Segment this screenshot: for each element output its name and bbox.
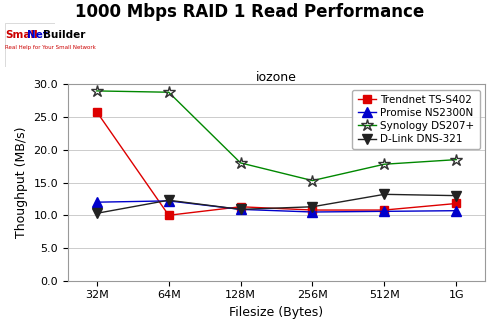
Synology DS207+: [166, 90, 172, 94]
D-Link DNS-321: [453, 194, 459, 198]
Promise NS2300N: [94, 200, 100, 204]
Synology DS207+: [238, 161, 244, 165]
D-Link DNS-321: [166, 198, 172, 202]
Line: Synology DS207+: Synology DS207+: [90, 85, 462, 187]
Trendnet TS-S402: [453, 201, 459, 205]
Promise NS2300N: [382, 209, 388, 213]
Title: iozone: iozone: [256, 71, 297, 85]
Y-axis label: Thoughput (MB/s): Thoughput (MB/s): [15, 127, 28, 238]
Line: Promise NS2300N: Promise NS2300N: [92, 196, 461, 217]
Synology DS207+: [453, 158, 459, 162]
D-Link DNS-321: [94, 211, 100, 215]
Trendnet TS-S402: [238, 205, 244, 209]
Trendnet TS-S402: [310, 208, 316, 212]
Text: Builder: Builder: [44, 30, 86, 40]
Line: D-Link DNS-321: D-Link DNS-321: [92, 189, 461, 218]
Synology DS207+: [94, 89, 100, 93]
Line: Trendnet TS-S402: Trendnet TS-S402: [92, 108, 460, 219]
Promise NS2300N: [453, 209, 459, 213]
Trendnet TS-S402: [166, 213, 172, 217]
Promise NS2300N: [166, 199, 172, 203]
Trendnet TS-S402: [382, 208, 388, 212]
D-Link DNS-321: [382, 192, 388, 196]
Trendnet TS-S402: [94, 110, 100, 114]
Text: 1000 Mbps RAID 1 Read Performance: 1000 Mbps RAID 1 Read Performance: [76, 3, 424, 21]
Promise NS2300N: [310, 210, 316, 214]
D-Link DNS-321: [310, 205, 316, 209]
Legend: Trendnet TS-S402, Promise NS2300N, Synology DS207+, D-Link DNS-321: Trendnet TS-S402, Promise NS2300N, Synol…: [352, 90, 480, 149]
D-Link DNS-321: [238, 207, 244, 211]
Promise NS2300N: [238, 207, 244, 211]
Text: Small: Small: [5, 30, 38, 40]
Text: Net: Net: [28, 30, 48, 40]
X-axis label: Filesize (Bytes): Filesize (Bytes): [230, 306, 324, 319]
Synology DS207+: [310, 179, 316, 183]
Synology DS207+: [382, 162, 388, 166]
Text: Real Help for Your Small Network: Real Help for Your Small Network: [5, 45, 96, 50]
